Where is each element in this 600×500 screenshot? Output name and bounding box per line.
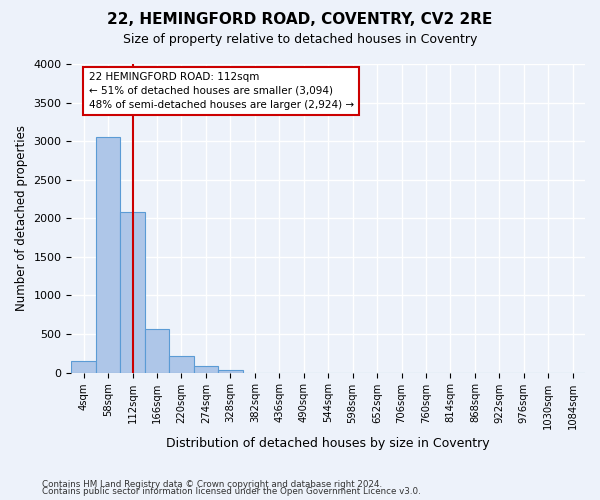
Bar	[121, 212, 145, 372]
Bar	[218, 370, 242, 372]
Bar	[96, 136, 121, 372]
Y-axis label: Number of detached properties: Number of detached properties	[15, 126, 28, 312]
Text: 22 HEMINGFORD ROAD: 112sqm
← 51% of detached houses are smaller (3,094)
48% of s: 22 HEMINGFORD ROAD: 112sqm ← 51% of deta…	[89, 72, 353, 110]
Text: 22, HEMINGFORD ROAD, COVENTRY, CV2 2RE: 22, HEMINGFORD ROAD, COVENTRY, CV2 2RE	[107, 12, 493, 28]
X-axis label: Distribution of detached houses by size in Coventry: Distribution of detached houses by size …	[166, 437, 490, 450]
Text: Contains public sector information licensed under the Open Government Licence v3: Contains public sector information licen…	[42, 488, 421, 496]
Bar	[71, 361, 96, 372]
Text: Contains HM Land Registry data © Crown copyright and database right 2024.: Contains HM Land Registry data © Crown c…	[42, 480, 382, 489]
Bar	[145, 328, 169, 372]
Bar	[169, 356, 194, 372]
Bar	[194, 366, 218, 372]
Text: Size of property relative to detached houses in Coventry: Size of property relative to detached ho…	[123, 32, 477, 46]
